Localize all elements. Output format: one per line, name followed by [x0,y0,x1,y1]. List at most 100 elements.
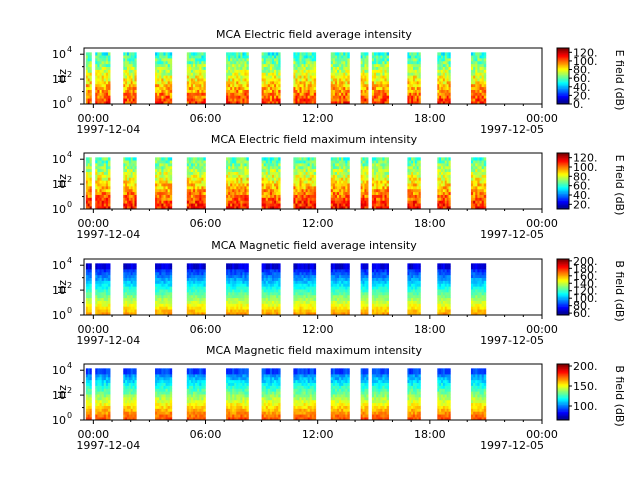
spectrogram-cell [441,86,444,90]
spectrogram-cell [378,101,381,105]
spectrogram-cell [301,86,304,90]
spectrogram-cell [108,177,111,181]
spectrogram-cell [303,180,306,184]
spectrogram-cell [85,271,89,276]
spectrogram-cell [123,92,126,96]
spectrogram-cell [101,95,105,99]
spectrogram-cell [87,157,90,161]
spectrogram-cell [366,160,369,164]
spectrogram-cell [309,58,313,62]
spectrogram-cell [330,78,334,82]
spectrogram-cell [232,160,235,164]
spectrogram-cell [364,200,367,204]
spectrogram-cell [240,274,243,278]
spectrogram-cell [105,160,109,164]
spectrogram-cell [386,157,390,161]
spectrogram-cell [163,266,166,270]
spectrogram-cell [127,63,130,67]
spectrogram-cell [265,286,269,290]
spectrogram-cell [382,81,385,85]
spectrogram-cell [299,197,302,201]
spectrogram-cell [89,165,92,170]
spectrogram-cell [444,101,447,105]
spectrogram-cell [134,194,137,198]
spectrogram-cell [378,183,381,187]
data-block [85,52,92,105]
spectrogram-cell [199,283,202,287]
spectrogram-cell [203,101,206,105]
spectrogram-cell [236,165,239,170]
x-tick-label: 18:00 [414,112,446,125]
spectrogram-cell [242,86,245,90]
spectrogram-cell [134,206,137,210]
spectrogram-cell [203,69,206,73]
spectrogram-cell [295,168,298,172]
spectrogram-cell [343,52,346,56]
spectrogram-cell [244,168,247,172]
spectrogram-cell [134,60,137,65]
spectrogram-cell [339,89,342,93]
spectrogram-cell [195,92,198,96]
spectrogram-cell [244,72,247,76]
colorbar-step [557,60,569,63]
spectrogram-cell [99,89,102,93]
data-block [95,52,111,105]
spectrogram-cell [161,283,164,287]
spectrogram-cell [330,72,334,76]
spectrogram-cell [332,197,336,201]
spectrogram-cell [448,98,451,102]
spectrogram-cell [134,81,137,85]
spectrogram-cell [261,69,264,73]
spectrogram-cell [477,194,480,198]
spectrogram-cell [105,72,109,76]
spectrogram-cell [439,63,442,67]
spectrogram-cell [236,191,239,195]
spectrogram-cell [195,197,198,201]
spectrogram-cell [271,206,275,210]
spectrogram-cell [240,283,243,287]
colorbar-step [557,48,569,50]
spectrogram-cell [305,180,308,184]
spectrogram-cell [371,75,375,79]
spectrogram-cell [130,203,133,207]
spectrogram-cell [134,203,137,207]
spectrogram-cell [334,83,338,88]
spectrogram-cell [230,66,233,70]
spectrogram-cell [155,165,158,170]
spectrogram-cell [437,180,440,184]
spectrogram-cell [446,78,449,82]
spectrogram-cell [199,69,202,73]
spectrogram-cell [442,180,446,184]
spectrogram-cell [195,306,198,310]
spectrogram-cell [169,60,173,65]
spectrogram-cell [159,177,162,181]
spectrogram-cell [313,191,317,195]
spectrogram-cell [366,55,369,59]
spectrogram-cell [313,58,317,62]
spectrogram-cell [108,165,111,170]
spectrogram-cell [479,95,482,99]
spectrogram-cell [307,92,310,96]
spectrogram-cell [380,95,383,99]
spectrogram-cell [125,194,128,198]
spectrogram-cell [483,197,487,201]
spectrogram-cell [123,81,126,85]
spectrogram-cell [240,280,243,284]
spectrogram-cell [236,300,239,304]
spectrogram-cell [197,95,200,99]
spectrogram-cell [448,186,451,190]
spectrogram-cell [418,206,421,210]
spectrogram-cell [384,197,387,201]
spectrogram-cell [407,206,410,210]
spectrogram-cell [226,165,229,170]
spectrogram-cell [366,188,369,193]
spectrogram-cell [386,52,390,56]
spectrogram-cell [186,312,190,316]
spectrogram-cell [87,292,90,296]
spectrogram-cell [199,165,202,170]
spectrogram-cell [125,52,128,56]
spectrogram-cell [305,160,308,164]
spectrogram-cell [330,160,334,164]
spectrogram-cell [105,203,109,207]
spectrogram-cell [159,52,162,56]
